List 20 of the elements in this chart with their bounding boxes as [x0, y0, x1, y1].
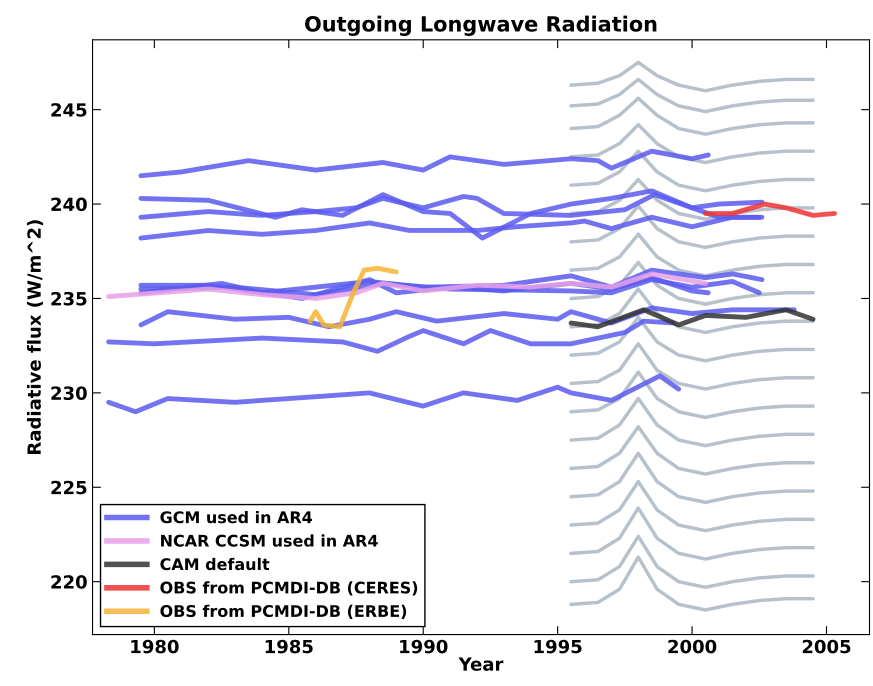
- x-tick-label: 2005: [802, 640, 850, 654]
- y-tick-label: 220: [51, 575, 87, 589]
- y-tick-label: 240: [51, 198, 87, 212]
- legend-label: OBS from PCMDI-DB (ERBE): [160, 604, 406, 619]
- legend-label: NCAR CCSM used in AR4: [161, 534, 378, 547]
- legend-label: OBS from PCMDI-DB (CERES): [160, 581, 418, 596]
- y-axis-title: Radiative flux (W/m^2): [26, 220, 44, 454]
- y-tick-label: 245: [51, 103, 86, 117]
- x-tick-label: 1995: [534, 640, 582, 654]
- legend-label: CAM default: [160, 558, 270, 570]
- y-tick-label: 230: [51, 386, 87, 400]
- x-tick-label: 1980: [131, 640, 179, 654]
- chart-title: Outgoing Longwave Radiation: [305, 16, 656, 36]
- y-tick-label: 235: [51, 292, 86, 306]
- legend-label: GCM used in AR4: [160, 510, 312, 524]
- y-tick-label: 225: [51, 480, 86, 494]
- x-axis-title: Year: [458, 657, 504, 671]
- x-tick-label: 1985: [266, 640, 313, 654]
- x-tick-label: 1990: [400, 640, 448, 654]
- x-tick-label: 2000: [668, 640, 716, 654]
